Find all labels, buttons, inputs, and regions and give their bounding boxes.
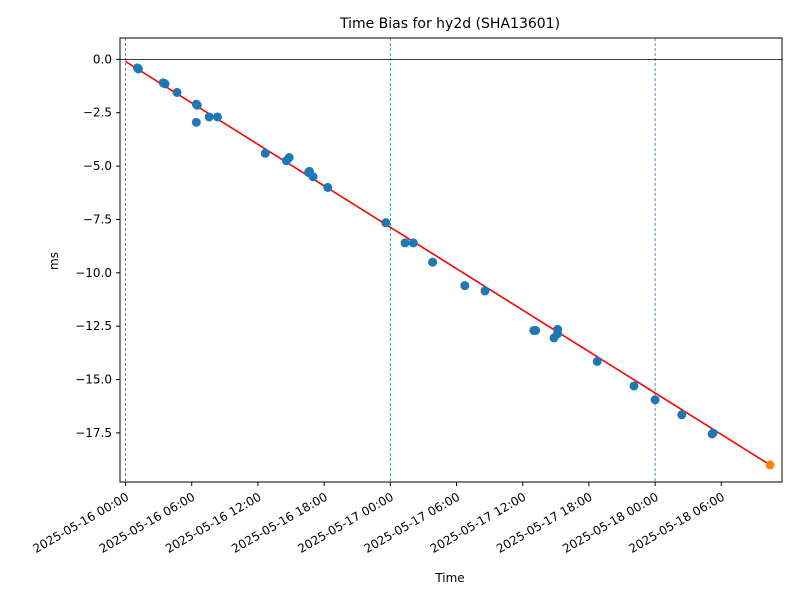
- point-0-9: [212, 112, 222, 122]
- point-0-10: [260, 148, 270, 158]
- chart-title: Time Bias for hy2d (SHA13601): [339, 16, 560, 32]
- point-0-30: [650, 395, 660, 405]
- y-tick-label-7: −17.5: [75, 426, 112, 440]
- fit-line: [125, 60, 771, 466]
- point-0-7: [191, 117, 201, 127]
- point-0-31: [677, 410, 687, 420]
- point-0-22: [480, 286, 490, 296]
- point-0-15: [308, 172, 318, 182]
- point-0-1: [133, 64, 143, 74]
- point-0-33: [708, 428, 718, 438]
- plot-frame: [119, 37, 783, 483]
- y-tick-label-0: 0.0: [93, 52, 112, 66]
- data-points: [132, 63, 775, 470]
- point-0-28: [592, 356, 602, 366]
- point-0-21: [460, 281, 470, 291]
- point-0-20: [428, 257, 438, 267]
- point-0-27: [553, 329, 563, 339]
- point-1-0: [765, 460, 775, 470]
- y-axis-label: ms: [47, 252, 61, 270]
- y-tick-label-6: −15.0: [75, 373, 112, 387]
- point-0-12: [284, 153, 294, 163]
- y-tick-label-1: −2.5: [83, 106, 112, 120]
- point-0-6: [192, 100, 202, 110]
- point-0-3: [160, 79, 170, 89]
- fit-line-2: [125, 60, 771, 466]
- point-0-24: [531, 325, 541, 335]
- point-0-8: [204, 112, 214, 122]
- point-0-29: [629, 381, 639, 391]
- x-axis-label: Time: [434, 571, 464, 585]
- point-0-16: [323, 182, 333, 192]
- y-tick-label-2: −5.0: [83, 159, 112, 173]
- y-tick-label-4: −10.0: [75, 266, 112, 280]
- point-0-17: [381, 218, 391, 228]
- y-tick-label-5: −12.5: [75, 319, 112, 333]
- point-0-19: [408, 238, 418, 248]
- y-axis-ticks: 0.0 −2.5 −5.0 −7.5 −10.0 −12.5 −15.0 −17.5: [75, 52, 120, 440]
- point-0-4: [172, 87, 182, 97]
- reference-vlines: [125, 38, 656, 482]
- y-tick-label-3: −7.5: [83, 212, 112, 226]
- point-0-18: [400, 238, 410, 248]
